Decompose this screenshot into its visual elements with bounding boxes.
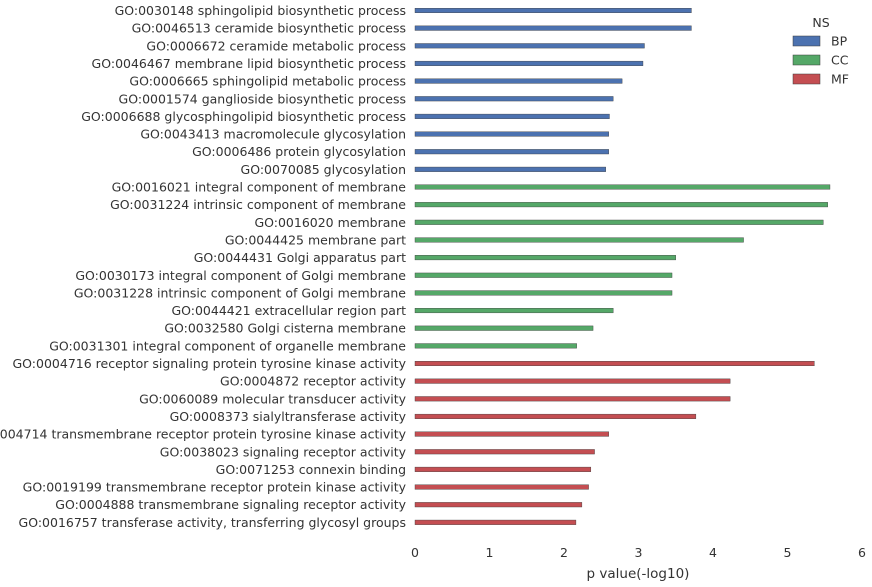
bar-mf xyxy=(414,413,697,419)
category-label: GO:0016757 transferase activity, transfe… xyxy=(19,515,406,530)
category-label: GO:0004716 receptor signaling protein ty… xyxy=(13,356,407,371)
legend-label-cc: CC xyxy=(831,53,849,68)
category-label: GO:0032580 Golgi cisterna membrane xyxy=(164,321,406,336)
x-tick-label: 3 xyxy=(635,545,643,560)
legend-label-mf: MF xyxy=(831,72,849,87)
bar-bp xyxy=(414,7,692,13)
bar-cc xyxy=(414,343,577,349)
bar-bp xyxy=(414,96,614,102)
bar-cc xyxy=(414,325,594,331)
category-label: GO:0071253 connexin binding xyxy=(216,462,406,477)
category-label: GO:0004714 transmembrane receptor protei… xyxy=(0,427,407,442)
category-label: GO:0031224 intrinsic component of membra… xyxy=(110,197,406,212)
legend-swatch-mf xyxy=(792,73,821,85)
category-label: GO:0031301 integral component of organel… xyxy=(49,338,406,353)
category-label: GO:0016021 integral component of membran… xyxy=(112,180,407,195)
bar-cc xyxy=(414,184,831,190)
bar-bp xyxy=(414,149,609,155)
bar-bp xyxy=(414,113,610,119)
category-label: GO:0044431 Golgi apparatus part xyxy=(194,250,406,265)
bar-mf xyxy=(414,484,589,490)
legend-label-bp: BP xyxy=(831,34,848,49)
bar-bp xyxy=(414,166,606,172)
category-label: GO:0004888 transmembrane signaling recep… xyxy=(55,497,406,512)
bar-bp xyxy=(414,78,623,84)
x-tick-label: 1 xyxy=(486,545,494,560)
category-label: GO:0031228 intrinsic component of Golgi … xyxy=(74,285,406,300)
category-label: GO:0019199 transmembrane receptor protei… xyxy=(23,480,407,495)
bar-cc xyxy=(414,202,828,208)
category-label: GO:0070085 glycosylation xyxy=(241,162,406,177)
category-label: GO:0043413 macromolecule glycosylation xyxy=(140,127,406,142)
category-label: GO:0030148 sphingolipid biosynthetic pro… xyxy=(115,3,406,18)
legend-title: NS xyxy=(812,15,829,30)
legend-swatch-cc xyxy=(792,54,821,66)
category-label: GO:0038023 signaling receptor activity xyxy=(160,444,407,459)
bar-bp xyxy=(414,25,692,31)
bar-cc xyxy=(414,290,673,296)
bar-mf xyxy=(414,361,815,367)
category-label: GO:0030173 integral component of Golgi m… xyxy=(75,268,406,283)
bar-mf xyxy=(414,519,577,525)
category-label: GO:0016020 membrane xyxy=(254,215,406,230)
legend-swatch-bp xyxy=(792,35,821,47)
legend-entries: BP CC MF xyxy=(792,34,849,87)
category-label: GO:0044425 membrane part xyxy=(225,232,406,247)
category-label: GO:0006486 protein glycosylation xyxy=(192,144,406,159)
bar-cc xyxy=(414,219,824,225)
x-tick-label: 0 xyxy=(411,545,419,560)
legend: NS BP CC MF xyxy=(792,15,849,87)
category-label: GO:0006672 ceramide metabolic process xyxy=(146,38,406,53)
category-label: GO:0001574 ganglioside biosynthetic proc… xyxy=(119,91,406,106)
bar-mf xyxy=(414,449,595,455)
category-label: GO:0044421 extracellular region part xyxy=(171,303,406,318)
bar-mf xyxy=(414,466,592,472)
category-label: GO:0004872 receptor activity xyxy=(220,374,407,389)
x-tick-label: 4 xyxy=(709,545,717,560)
bar-bp xyxy=(414,60,644,66)
bar-cc xyxy=(414,255,676,261)
bar-mf xyxy=(414,502,583,508)
bar-mf xyxy=(414,378,731,384)
bar-bp xyxy=(414,131,609,137)
category-label: GO:0008373 sialyltransferase activity xyxy=(170,409,407,424)
bar-cc xyxy=(414,308,614,314)
x-tick-label: 5 xyxy=(784,545,792,560)
bar-cc xyxy=(414,272,673,278)
category-labels: GO:0030148 sphingolipid biosynthetic pro… xyxy=(0,3,407,530)
x-axis: 0 1 2 3 4 5 6 xyxy=(411,545,866,560)
bar-mf xyxy=(414,431,609,437)
bar-mf xyxy=(414,396,731,402)
bars-layer xyxy=(414,7,831,525)
category-label: GO:0060089 molecular transducer activity xyxy=(139,391,407,406)
x-axis-title: p value(-log10) xyxy=(587,566,690,582)
bar-cc xyxy=(414,237,744,243)
bar-bp xyxy=(414,43,645,49)
category-label: GO:0046467 membrane lipid biosynthetic p… xyxy=(92,56,406,71)
category-label: GO:0006688 glycosphingolipid biosyntheti… xyxy=(81,109,406,124)
x-tick-label: 6 xyxy=(858,545,866,560)
x-tick-label: 2 xyxy=(560,545,568,560)
category-label: GO:0046513 ceramide biosynthetic process xyxy=(132,21,406,36)
category-label: GO:0006665 sphingolipid metabolic proces… xyxy=(129,74,406,89)
